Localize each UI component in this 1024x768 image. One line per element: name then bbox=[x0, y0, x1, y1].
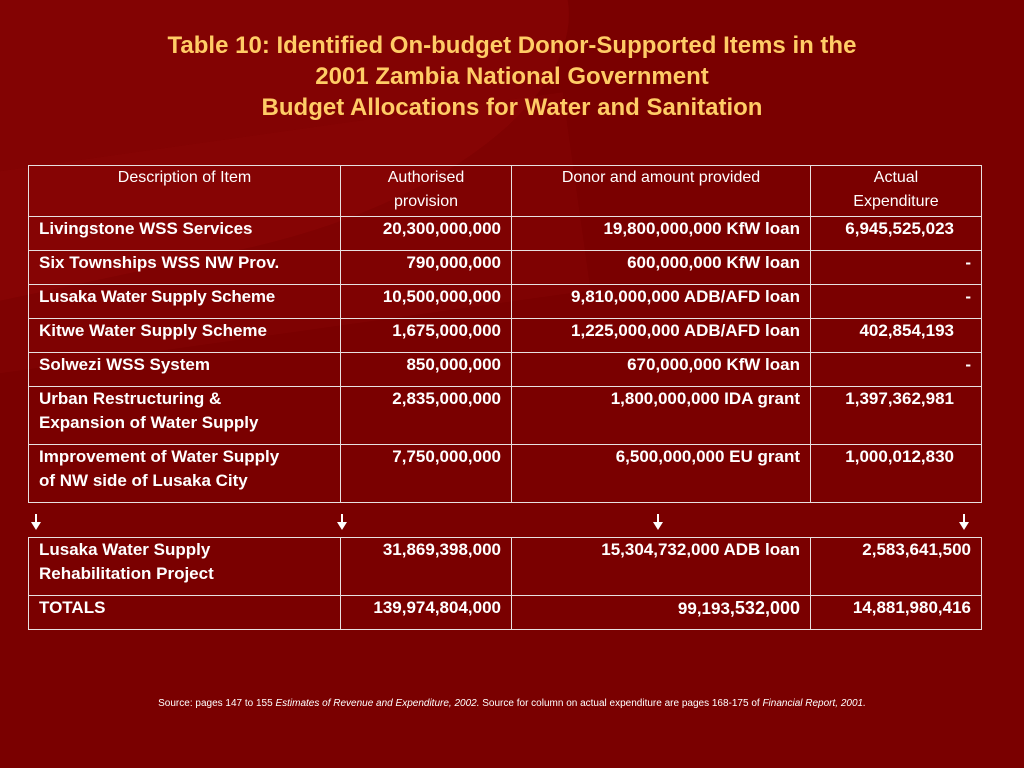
cell-actual: 6,945,525,023 bbox=[810, 216, 982, 251]
totals-table: Lusaka Water Supply Rehabilitation Projec… bbox=[28, 537, 982, 630]
cell-actual: 1,000,012,830 bbox=[810, 444, 982, 503]
cell-description: Lusaka Water Supply Rehabilitation Projec… bbox=[28, 537, 341, 596]
cell-description: Improvement of Water Supply of NW side of… bbox=[28, 444, 341, 503]
table-row: Lusaka Water Supply Scheme 10,500,000,00… bbox=[28, 284, 982, 319]
header-description: Description of Item bbox=[28, 165, 341, 217]
header-donor: Donor and amount provided bbox=[511, 165, 811, 217]
table-row: Six Townships WSS NW Prov. 790,000,000 6… bbox=[28, 250, 982, 285]
cell-actual: 2,583,641,500 bbox=[810, 537, 982, 596]
page-title: Table 10: Identified On-budget Donor-Sup… bbox=[0, 30, 1024, 123]
cell-actual: - bbox=[810, 250, 982, 285]
table-row: Livingstone WSS Services 20,300,000,000 … bbox=[28, 216, 982, 251]
cell-description: Lusaka Water Supply Scheme bbox=[28, 284, 341, 319]
cell-authorised: 7,750,000,000 bbox=[340, 444, 512, 503]
table-row: Lusaka Water Supply Rehabilitation Projec… bbox=[28, 537, 982, 596]
cell-authorised: 20,300,000,000 bbox=[340, 216, 512, 251]
cell-authorised: 1,675,000,000 bbox=[340, 318, 512, 353]
cell-donor: 6,500,000,000 EU grant bbox=[511, 444, 811, 503]
source-note: Source: pages 147 to 155 Estimates of Re… bbox=[158, 698, 866, 709]
cell-totals-actual: 14,881,980,416 bbox=[810, 595, 982, 630]
cell-description: Solwezi WSS System bbox=[28, 352, 341, 387]
cell-description: Kitwe Water Supply Scheme bbox=[28, 318, 341, 353]
cell-donor: 19,800,000,000 KfW loan bbox=[511, 216, 811, 251]
cell-authorised: 10,500,000,000 bbox=[340, 284, 512, 319]
header-authorised: Authorised provision bbox=[340, 165, 512, 217]
cell-totals-donor: 99,193,532,000 bbox=[511, 595, 811, 630]
cell-donor: 9,810,000,000 ADB/AFD loan bbox=[511, 284, 811, 319]
cell-donor: 1,225,000,000 ADB/AFD loan bbox=[511, 318, 811, 353]
table-row: Urban Restructuring & Expansion of Water … bbox=[28, 386, 982, 445]
cell-actual: 1,397,362,981 bbox=[810, 386, 982, 445]
cell-totals-label: TOTALS bbox=[28, 595, 341, 630]
title-line-3: Budget Allocations for Water and Sanitat… bbox=[261, 94, 763, 121]
cell-totals-authorised: 139,974,804,000 bbox=[340, 595, 512, 630]
title-line-2: 2001 Zambia National Government bbox=[315, 63, 709, 90]
title-line-1: Table 10: Identified On-budget Donor-Sup… bbox=[167, 32, 857, 59]
table-header-row: Description of Item Authorised provision … bbox=[28, 165, 982, 217]
header-actual: Actual Expenditure bbox=[810, 165, 982, 217]
cell-authorised: 790,000,000 bbox=[340, 250, 512, 285]
table-row: Kitwe Water Supply Scheme 1,675,000,000 … bbox=[28, 318, 982, 353]
cell-authorised: 850,000,000 bbox=[340, 352, 512, 387]
cell-description: Urban Restructuring & Expansion of Water … bbox=[28, 386, 341, 445]
cell-authorised: 2,835,000,000 bbox=[340, 386, 512, 445]
cell-donor: 1,800,000,000 IDA grant bbox=[511, 386, 811, 445]
totals-row: TOTALS 139,974,804,000 99,193,532,000 14… bbox=[28, 595, 982, 630]
table-row: Solwezi WSS System 850,000,000 670,000,0… bbox=[28, 352, 982, 387]
cell-actual: - bbox=[810, 284, 982, 319]
cell-actual: 402,854,193 bbox=[810, 318, 982, 353]
cell-description: Livingstone WSS Services bbox=[28, 216, 341, 251]
table-row: Improvement of Water Supply of NW side of… bbox=[28, 444, 982, 503]
cell-donor: 15,304,732,000 ADB loan bbox=[511, 537, 811, 596]
arrow-down-icon bbox=[959, 514, 969, 530]
cell-actual: - bbox=[810, 352, 982, 387]
cell-donor: 600,000,000 KfW loan bbox=[511, 250, 811, 285]
arrow-down-icon bbox=[653, 514, 663, 530]
cell-donor: 670,000,000 KfW loan bbox=[511, 352, 811, 387]
cell-authorised: 31,869,398,000 bbox=[340, 537, 512, 596]
budget-table: Description of Item Authorised provision … bbox=[28, 165, 982, 503]
arrow-down-icon bbox=[31, 514, 41, 530]
arrow-down-icon bbox=[337, 514, 347, 530]
cell-description: Six Townships WSS NW Prov. bbox=[28, 250, 341, 285]
